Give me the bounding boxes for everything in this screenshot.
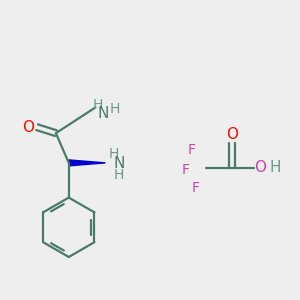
Text: F: F [192, 181, 200, 195]
Text: H: H [108, 147, 118, 161]
Text: H: H [114, 168, 124, 182]
Text: H: H [109, 102, 119, 116]
Text: N: N [114, 156, 125, 171]
Text: H: H [269, 160, 281, 175]
Text: F: F [188, 143, 196, 157]
Text: N: N [98, 106, 109, 121]
Text: O: O [254, 160, 266, 175]
Text: O: O [22, 120, 34, 135]
Polygon shape [69, 160, 105, 166]
Text: F: F [182, 163, 190, 177]
Text: O: O [226, 127, 238, 142]
Text: H: H [92, 98, 103, 112]
